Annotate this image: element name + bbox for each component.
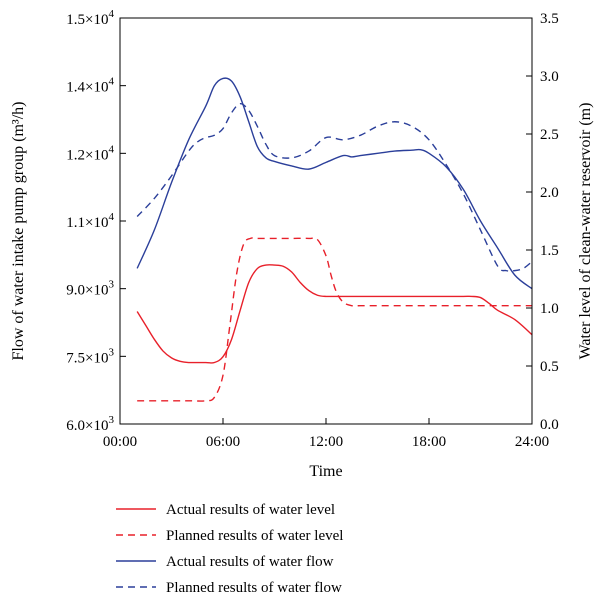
left-y-axis-title: Flow of water intake pump group (m³/h) — [10, 102, 27, 361]
left-y-tick-label: 6.0×103 — [66, 414, 114, 434]
right-y-tick-label: 0.5 — [540, 359, 559, 375]
legend-label-1: Actual results of water level — [166, 502, 335, 518]
left-y-tick-label: 1.5×104 — [66, 8, 114, 28]
left-y-tick-label: 1.2×104 — [66, 143, 114, 163]
left-y-tick-label: 9.0×103 — [66, 279, 114, 299]
right-y-tick-label: 1.5 — [540, 243, 559, 259]
left-y-tick-label: 1.1×104 — [66, 211, 114, 231]
right-y-tick-label: 0.0 — [540, 417, 559, 433]
right-y-tick-label: 2.0 — [540, 185, 559, 201]
right-y-tick-label: 3.0 — [540, 69, 559, 85]
series-line-3 — [137, 78, 532, 289]
series-line-1 — [137, 265, 532, 363]
right-y-axis-title: Water level of clean-water reservoir (m) — [577, 103, 594, 360]
left-y-tick-label: 1.4×104 — [66, 76, 114, 96]
legend: Actual results of water level Planned res… — [116, 502, 343, 596]
plot-frame — [120, 18, 532, 424]
series-line-4 — [137, 104, 532, 271]
x-tick-label: 18:00 — [412, 434, 446, 450]
x-tick-label: 00:00 — [103, 434, 137, 450]
legend-label-4: Planned results of water flow — [166, 580, 342, 596]
x-tick-label: 24:00 — [515, 434, 549, 450]
series-line-2 — [137, 238, 532, 401]
dual-axis-line-chart: 00:00 06:00 12:00 18:00 24:00 6.0×103 7.5×103 9… — [0, 0, 600, 606]
series-layer — [137, 78, 532, 401]
x-tick-label: 06:00 — [206, 434, 240, 450]
x-tick-label: 12:00 — [309, 434, 343, 450]
right-y-tick-label: 3.5 — [540, 11, 559, 27]
legend-label-2: Planned results of water level — [166, 528, 343, 544]
right-y-tick-label: 2.5 — [540, 127, 559, 143]
left-y-tick-label: 7.5×103 — [66, 346, 114, 366]
x-axis-title: Time — [309, 463, 342, 480]
axes-layer — [120, 18, 532, 424]
legend-label-3: Actual results of water flow — [166, 554, 334, 570]
right-y-tick-label: 1.0 — [540, 301, 559, 317]
